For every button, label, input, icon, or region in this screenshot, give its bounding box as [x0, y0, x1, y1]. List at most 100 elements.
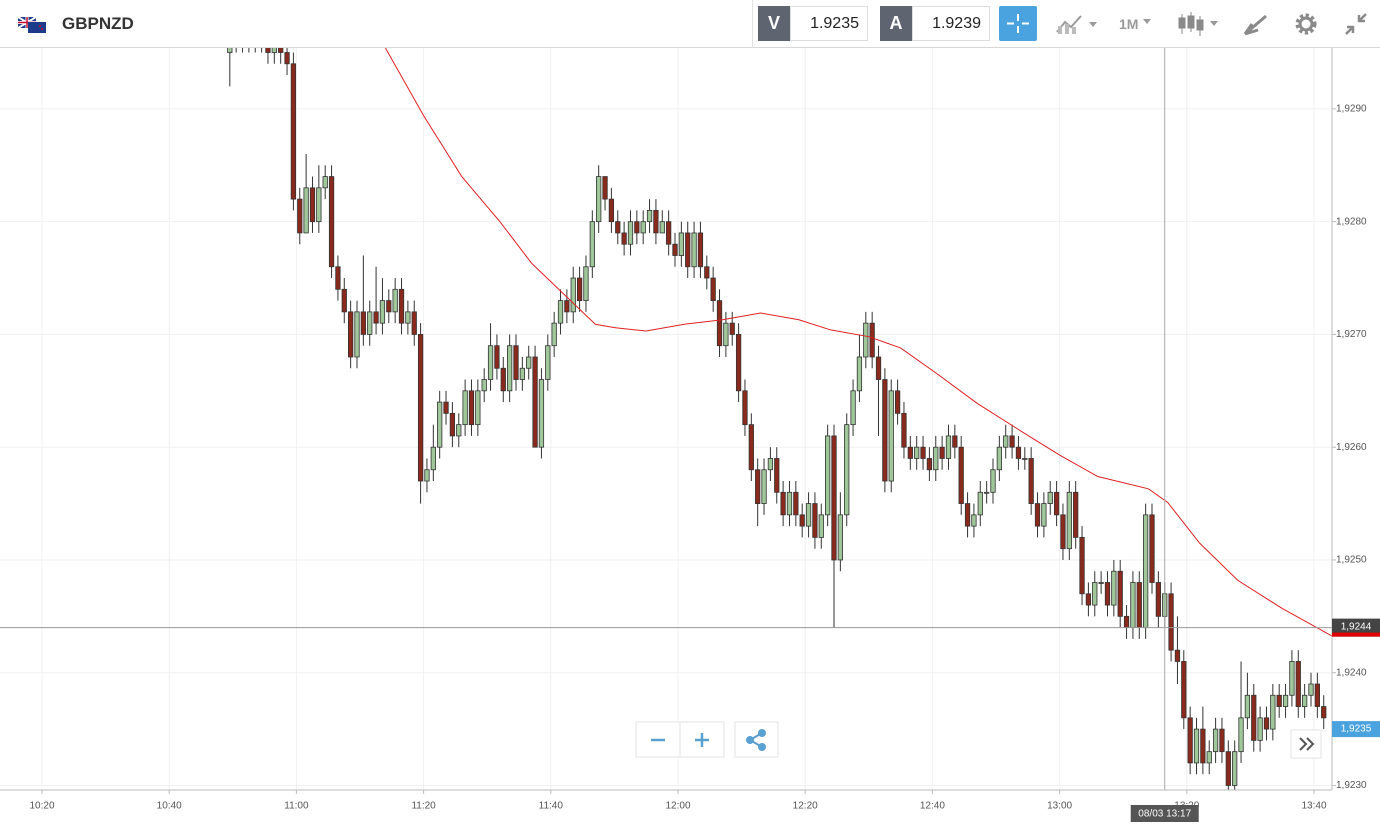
y-tick-label: 1,9260	[1336, 442, 1367, 453]
candle-body	[735, 334, 742, 392]
y-tick-label: 1,9240	[1336, 667, 1367, 678]
candle-body	[901, 412, 907, 448]
x-tick-label: 11:00	[284, 801, 309, 812]
share-icon	[746, 729, 766, 751]
candle-body	[500, 367, 506, 392]
candle-body	[424, 469, 430, 482]
candle-body	[532, 356, 538, 448]
candle-body	[1302, 694, 1308, 707]
candle-body	[303, 187, 309, 234]
candle-body	[1282, 694, 1289, 707]
candle-body	[398, 288, 405, 324]
candle-body	[666, 221, 672, 245]
candle-body	[1073, 491, 1079, 538]
candle-body	[411, 311, 417, 335]
sell-label[interactable]: V	[758, 6, 790, 41]
candle-body	[1136, 582, 1142, 629]
candle-body	[309, 187, 316, 223]
candle-body	[1168, 593, 1174, 651]
candle-body	[1003, 435, 1009, 448]
candle-body	[729, 322, 735, 335]
candle-body	[653, 209, 659, 234]
buy-label[interactable]: A	[880, 6, 912, 41]
candle-body	[977, 491, 983, 516]
candle-body	[589, 221, 595, 268]
candle-body	[297, 198, 303, 234]
candle-body	[640, 221, 646, 234]
timeframe-caret	[1143, 19, 1151, 24]
collapse-button[interactable]	[1343, 11, 1369, 37]
candle-body	[284, 52, 290, 65]
buy-price[interactable]: 1.9239	[912, 6, 990, 41]
candle-body	[551, 322, 557, 347]
candle-body	[646, 209, 653, 223]
candle-body	[1066, 491, 1072, 550]
candle-body	[818, 514, 824, 538]
candle-body	[755, 469, 761, 504]
candle-body	[570, 277, 576, 313]
drawing-tools-button[interactable]	[1242, 12, 1270, 38]
candle-body	[1098, 582, 1104, 584]
candle-body	[545, 345, 551, 380]
candle-body	[958, 446, 964, 504]
candle-body	[341, 288, 347, 313]
candle-body	[685, 232, 691, 268]
candle-body	[697, 232, 704, 268]
candle-body	[564, 300, 570, 313]
candle-body	[379, 300, 386, 324]
chevron-icon	[1299, 737, 1315, 751]
candle-body	[1009, 435, 1015, 448]
candle-body	[290, 63, 297, 200]
candle-body	[996, 446, 1002, 471]
candle-body	[519, 367, 525, 380]
y-tick-label: 1,9290	[1336, 104, 1367, 115]
candle-body	[1174, 649, 1181, 662]
candle-body	[602, 176, 608, 200]
timeframe[interactable]: 1M	[1119, 16, 1139, 32]
candle-body	[513, 345, 519, 380]
candle-body	[278, 48, 284, 53]
candle-body	[1206, 751, 1212, 764]
candle-body	[793, 491, 799, 516]
candle-body	[335, 266, 341, 290]
y-tick-label: 1,9280	[1336, 216, 1367, 227]
candle-body	[583, 266, 589, 301]
candle-body	[1200, 728, 1206, 764]
candle-body	[875, 356, 882, 380]
candle-body	[939, 446, 945, 459]
candle-body	[780, 491, 786, 516]
candle-body	[634, 221, 640, 234]
chart-type-button[interactable]	[1055, 12, 1105, 36]
settings-button[interactable]	[1293, 11, 1319, 37]
candle-body	[837, 514, 843, 561]
candle-body	[1295, 661, 1301, 707]
x-tick-label: 12:20	[793, 801, 818, 812]
candle-body	[468, 390, 475, 426]
price-line-tag	[1332, 618, 1380, 637]
candle-body	[1053, 491, 1060, 516]
flag-icon	[18, 17, 46, 33]
candle-body	[627, 221, 634, 245]
toolbar: GBPNZD V 1.9235 A 1.9239 1M	[0, 0, 1380, 48]
candle-body	[659, 221, 665, 234]
crosshair-button[interactable]	[999, 6, 1037, 41]
candle-body	[1276, 694, 1282, 707]
candle-body	[850, 390, 856, 426]
candle-body	[271, 48, 277, 53]
share-button[interactable]	[734, 721, 779, 758]
candle-body	[1212, 728, 1219, 753]
candle-body	[1225, 751, 1231, 786]
candle-body	[1034, 503, 1041, 527]
candle-body	[1149, 514, 1155, 583]
candle-body	[1308, 683, 1314, 696]
candle-body	[596, 176, 602, 223]
candle-body	[799, 514, 805, 527]
candle-body	[615, 221, 621, 234]
candle-body	[882, 379, 888, 482]
sell-price[interactable]: 1.9235	[790, 6, 868, 41]
zoom-controls	[635, 721, 1322, 759]
candle-body	[430, 446, 436, 471]
candle-type-button[interactable]	[1178, 10, 1222, 38]
candle-body	[926, 458, 933, 471]
